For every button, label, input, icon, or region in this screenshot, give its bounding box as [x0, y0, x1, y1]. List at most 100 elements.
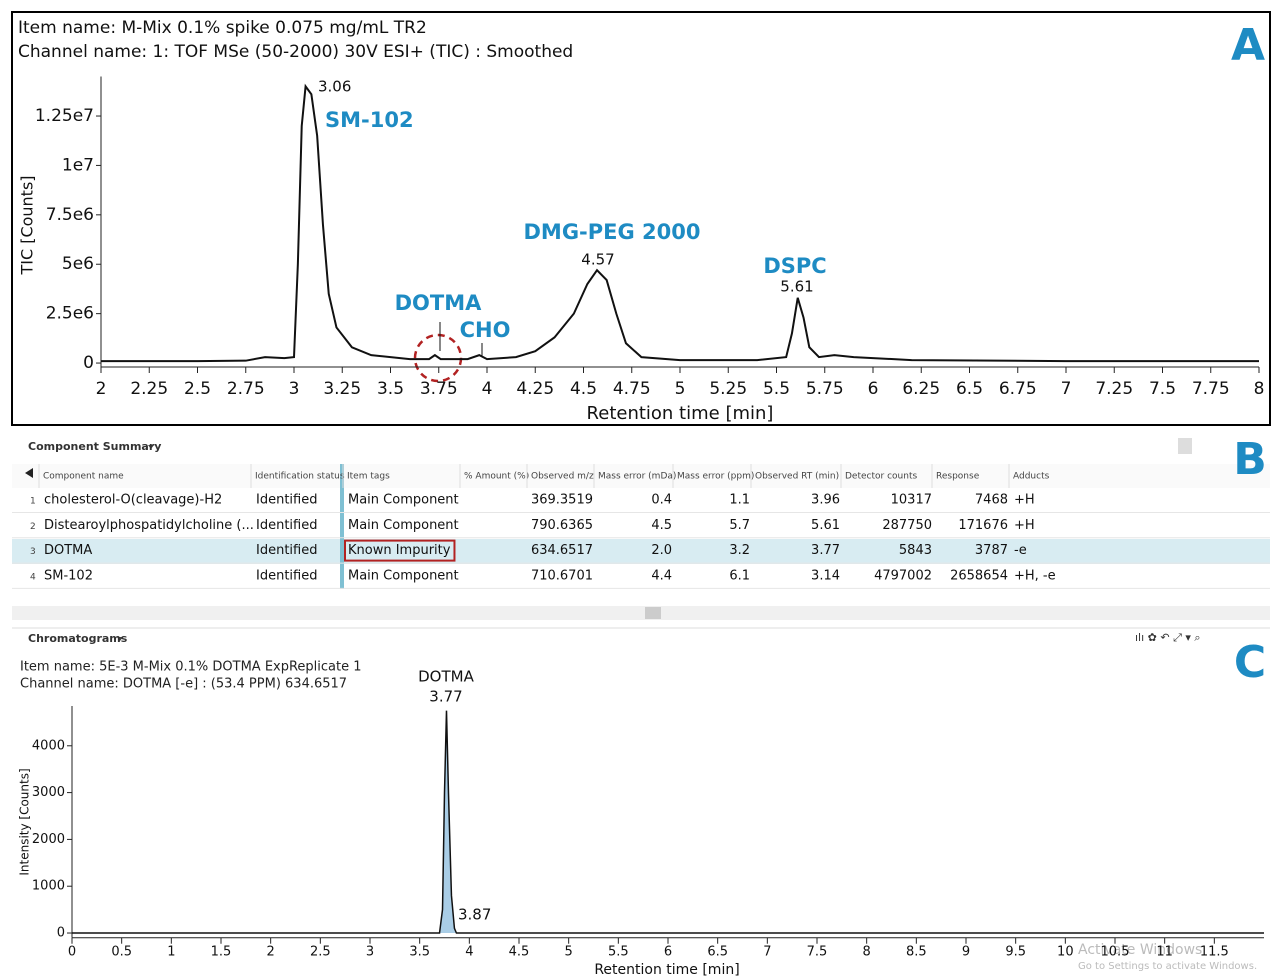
- item-name: Item name: M-Mix 0.1% spike 0.075 mg/mL …: [18, 18, 427, 38]
- table-cell: 4.4: [651, 568, 672, 583]
- channel-name: Channel name: 1: TOF MSe (50-2000) 30V E…: [18, 42, 573, 62]
- x-tick-label: 3.75: [420, 379, 458, 399]
- column-header: Mass error (mDa): [598, 472, 676, 482]
- panel-letter: C: [1234, 637, 1266, 688]
- column-header: Response: [936, 472, 980, 482]
- toolbar-button[interactable]: [1178, 438, 1192, 454]
- column-header: Adducts: [1013, 472, 1050, 482]
- x-axis-title: Retention time [min]: [594, 962, 739, 978]
- table-cell: DOTMA: [44, 543, 92, 558]
- column-header: Identification status: [255, 472, 345, 482]
- x-tick-label: 4.5: [570, 379, 597, 399]
- x-tick-label: 5: [675, 379, 686, 399]
- table-cell: 4.5: [651, 518, 672, 533]
- peak-annotation: 3.87: [458, 906, 491, 924]
- table-header-bg: [12, 464, 1270, 488]
- peak-annotation: DOTMA: [395, 291, 483, 315]
- column-marker: [340, 464, 344, 589]
- table-cell: 3.96: [811, 493, 840, 508]
- table-cell: Main Component: [348, 568, 459, 583]
- table-cell: 3.14: [811, 568, 840, 583]
- y-axis-title: TIC [Counts]: [18, 175, 37, 275]
- x-tick-label: 11.5: [1200, 945, 1229, 960]
- panel-title[interactable]: Chromatograms: [28, 632, 128, 645]
- trace: [72, 710, 1264, 934]
- table-cell: Main Component: [348, 493, 459, 508]
- table-cell: 7468: [975, 493, 1008, 508]
- peak-annotation: CHO: [460, 318, 511, 342]
- x-tick-label: 9: [962, 945, 970, 960]
- x-tick-label: 8.5: [906, 945, 927, 960]
- sort-arrow[interactable]: [25, 468, 33, 478]
- y-tick-label: 7.5e6: [46, 205, 94, 225]
- x-tick-label: 11: [1156, 945, 1173, 960]
- table-cell: 2658654: [950, 568, 1008, 583]
- x-tick-label: 0.5: [111, 945, 132, 960]
- x-tick-label: 2.25: [130, 379, 168, 399]
- panel-letter: B: [1233, 434, 1267, 485]
- table-cell: 10317: [891, 493, 932, 508]
- x-tick-label: 6.25: [902, 379, 940, 399]
- table-cell: 2.0: [651, 543, 672, 558]
- dropdown-arrow[interactable]: [148, 445, 154, 449]
- column-header: Observed RT (min): [755, 472, 839, 482]
- x-tick-label: 3.5: [409, 945, 430, 960]
- toolbar-icons[interactable]: ılı ✿ ↶ ⤢ ▾ ⌕: [1135, 631, 1201, 644]
- splitter: [12, 606, 1270, 620]
- panel-title[interactable]: Component Summary: [28, 440, 161, 453]
- peak-annotation: 4.57: [581, 251, 614, 269]
- x-tick-label: 5.5: [763, 379, 790, 399]
- table-cell: Identified: [256, 543, 317, 558]
- table-cell: 634.6517: [531, 543, 593, 558]
- y-tick-label: 0: [57, 926, 65, 941]
- x-tick-label: 2: [96, 379, 107, 399]
- splitter-handle[interactable]: [645, 607, 661, 619]
- y-tick-label: 0: [83, 353, 94, 373]
- watermark: Activate Windows: [1078, 942, 1202, 958]
- panel-letter: A: [1231, 20, 1265, 71]
- y-tick-label: 1.25e7: [35, 106, 94, 126]
- x-tick-label: 4: [465, 945, 473, 960]
- channel-name: Channel name: DOTMA [-e] : (53.4 PPM) 63…: [20, 677, 347, 692]
- y-tick-label: 2.5e6: [46, 304, 94, 324]
- peak-annotation: 5.61: [780, 278, 813, 296]
- row-index: 1: [30, 497, 36, 507]
- x-tick-label: 3.25: [323, 379, 361, 399]
- x-tick-label: 7: [1061, 379, 1072, 399]
- panel-a-border: [11, 11, 1271, 426]
- x-tick-label: 7.75: [1192, 379, 1230, 399]
- peak-annotation: SM-102: [325, 108, 414, 132]
- x-tick-label: 7: [763, 945, 771, 960]
- x-tick-label: 4.75: [613, 379, 651, 399]
- table-cell: 6.1: [729, 568, 750, 583]
- table-cell: +H, -e: [1014, 568, 1056, 583]
- table-cell: -e: [1014, 543, 1027, 558]
- y-tick-label: 5e6: [62, 254, 94, 274]
- dropdown-arrow[interactable]: [117, 637, 123, 641]
- peak-annotation: DMG-PEG 2000: [523, 220, 700, 244]
- y-tick-label: 1000: [32, 879, 65, 894]
- x-tick-label: 4: [482, 379, 493, 399]
- x-tick-label: 2.5: [310, 945, 331, 960]
- column-header: Mass error (ppm): [677, 472, 754, 482]
- x-tick-label: 5: [565, 945, 573, 960]
- table-cell: Identified: [256, 493, 317, 508]
- column-header: Detector counts: [845, 472, 917, 482]
- table-cell: 710.6701: [531, 568, 593, 583]
- x-tick-label: 1: [167, 945, 175, 960]
- table-cell: 171676: [958, 518, 1008, 533]
- table-cell: Identified: [256, 568, 317, 583]
- table-cell: 3787: [975, 543, 1008, 558]
- selected-row: [12, 539, 1270, 564]
- table-cell: cholesterol-O(cleavage)-H2: [44, 493, 222, 508]
- table-cell: Main Component: [348, 518, 459, 533]
- highlight-circle: [413, 333, 463, 383]
- table-cell: 4797002: [874, 568, 932, 583]
- y-tick-label: 1e7: [62, 155, 94, 175]
- x-tick-label: 6.5: [956, 379, 983, 399]
- table-cell: Known Impurity: [348, 543, 451, 558]
- table-cell: 369.3519: [531, 493, 593, 508]
- x-tick-label: 3: [289, 379, 300, 399]
- x-tick-label: 5.5: [608, 945, 629, 960]
- column-header: Item tags: [347, 472, 390, 482]
